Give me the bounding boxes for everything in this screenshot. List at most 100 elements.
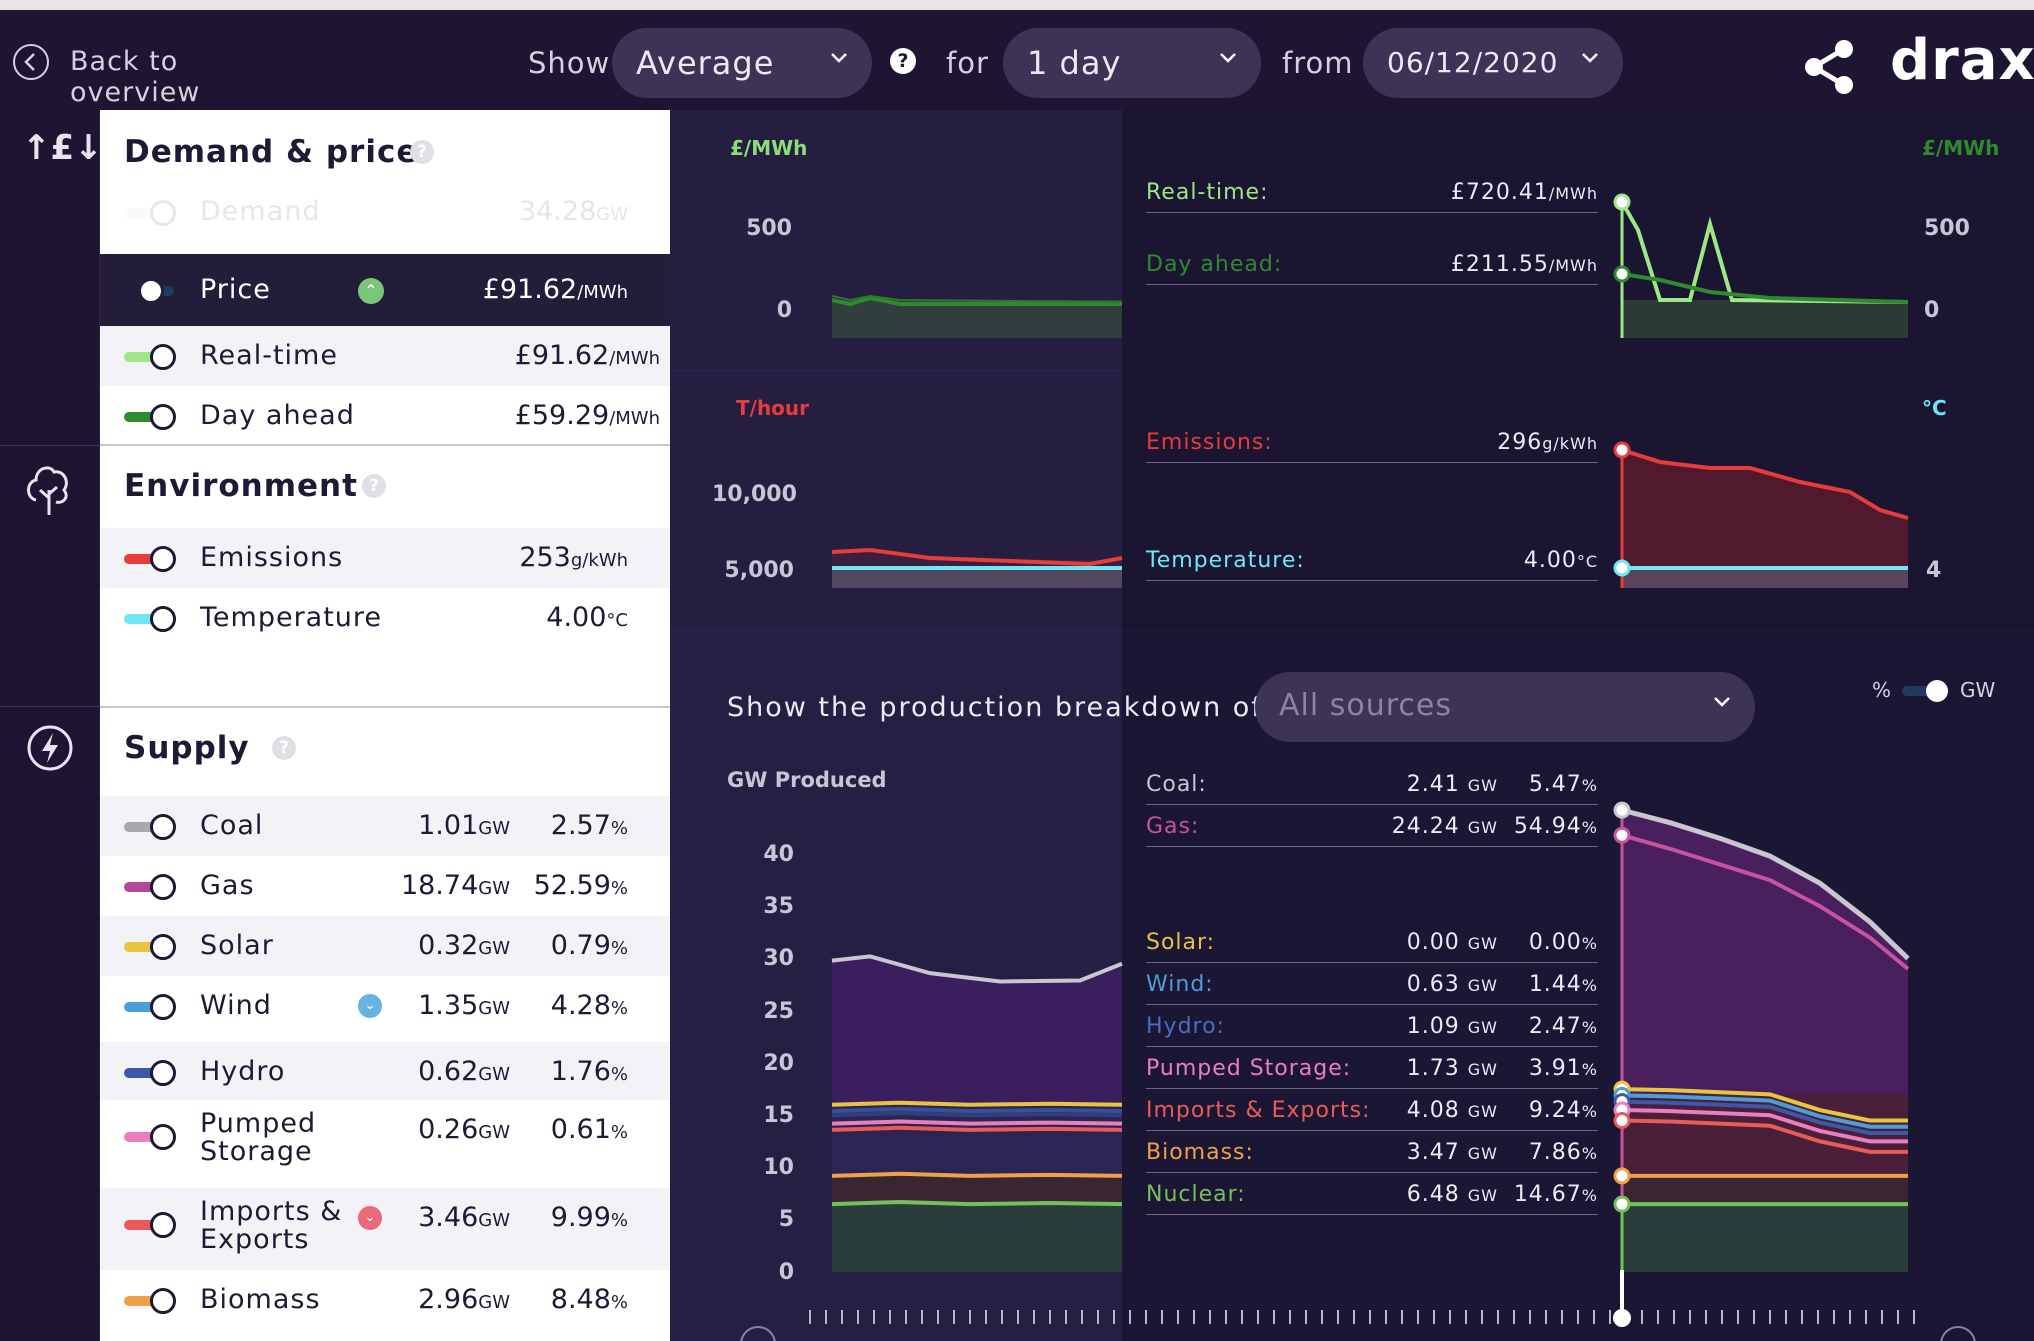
temperature-unit: °C [606,610,628,631]
environment-section-title: Environment [124,468,358,504]
source-select-value: All sources [1279,688,1452,723]
supply-toggle[interactable] [124,814,176,840]
supply-pct-unit: % [610,938,628,959]
price-tooltip-unit: /MWh [1548,256,1598,275]
demand-toggle[interactable] [124,200,176,226]
env-tooltip-label: Temperature: [1146,548,1305,573]
charts-svg[interactable] [670,110,2034,1341]
supply-row-solar[interactable]: Solar 0.32GW 0.79% [100,916,670,976]
supply-gw: 3.46 [418,1202,479,1233]
price-row[interactable]: Price ⌃ £91.62/MWh [100,254,670,326]
temp-area-right [1622,568,1908,588]
prod-tooltip-pct: 2.47 [1528,1014,1582,1039]
prod-tooltip-pct-unit: % [1581,1144,1598,1163]
supply-gw: 0.62 [418,1056,479,1087]
dayahead-row[interactable]: Day ahead £59.29/MWh [100,386,670,446]
show-select[interactable]: Average [612,28,872,98]
supply-section-title: Supply [124,730,250,766]
source-select[interactable]: All sources [1255,672,1755,742]
supply-toggle[interactable] [124,1288,176,1314]
env-tooltip-label: Emissions: [1146,430,1273,455]
share-icon[interactable] [1802,38,1856,96]
emissions-toggle[interactable] [124,546,176,572]
supply-toggle[interactable] [124,934,176,960]
breakdown-label: Show the production breakdown of [727,692,1263,723]
prod-tooltip-label: Coal: [1146,772,1207,797]
lightning-icon[interactable] [26,724,74,772]
help-icon[interactable]: ? [890,48,916,74]
price-tooltip-value: £720.41 [1450,180,1549,205]
emissions-hover-dot [1613,441,1631,459]
supply-toggle[interactable] [124,874,176,900]
date-select-value: 06/12/2020 [1387,46,1559,79]
gas-area-left [832,956,1122,1105]
back-label: Back to overview [70,46,201,108]
supply-gw: 2.96 [418,1284,479,1315]
nuclear-area-left [832,1204,1122,1272]
supply-row-coal[interactable]: Coal 1.01GW 2.57% [100,796,670,856]
price-tick-0: 0 [776,298,792,323]
demand-row[interactable]: Demand 34.28GW [100,178,670,246]
env-tooltip-unit: g/kWh [1542,434,1598,453]
wind-trend-down-icon: ⌄ [358,994,382,1018]
supply-gw-unit: GW [478,1122,510,1143]
supply-row-wind[interactable]: Wind ⌄ 1.35GW 4.28% [100,976,670,1042]
imports-line-right [1621,1118,1908,1154]
supply-gw-unit: GW [478,818,510,839]
supply-label: Solar [200,930,274,961]
supply-row-hydro[interactable]: Hydro 0.62GW 1.76% [100,1042,670,1100]
chevron-down-icon [831,53,847,63]
demand-help-icon[interactable]: ? [410,140,434,164]
production-tick: 5 [778,1207,794,1233]
emissions-value: 253 [519,542,571,573]
prod-tooltip-gw: 2.41 [1406,772,1460,797]
prod-tooltip-label: Pumped Storage: [1146,1056,1352,1081]
realtime-toggle[interactable] [124,344,176,370]
prod-tooltip-gw-unit: GW [1467,818,1498,837]
env-left-unit: T/hour [736,396,810,420]
solar-line-left [831,1100,1123,1107]
coal-line-right [1621,807,1910,961]
supply-row-pumped-storage[interactable]: Pumped Storage 0.26GW 0.61% [100,1100,670,1188]
prod-hover-dot [1613,801,1631,819]
supply-label-line1: Imports & [200,1196,343,1227]
supply-pct: 9.99 [550,1202,611,1233]
supply-pct: 4.28 [550,990,611,1021]
environment-help-icon[interactable]: ? [362,474,386,498]
supply-row-imports-exports[interactable]: Imports & Exports ⌄ 3.46GW 9.99% [100,1188,670,1270]
supply-toggle[interactable] [124,1060,176,1086]
supply-toggle[interactable] [124,994,176,1020]
date-select[interactable]: 06/12/2020 [1363,28,1623,98]
prod-tooltip-label: Nuclear: [1146,1182,1246,1207]
emissions-row[interactable]: Emissions 253g/kWh [100,528,670,588]
supply-help-icon[interactable]: ? [272,736,296,760]
price-tooltip-unit: /MWh [1548,184,1598,203]
prod-tooltip-pct: 0.00 [1528,930,1582,955]
tree-icon[interactable] [24,460,74,520]
temperature-toggle[interactable] [124,606,176,632]
supply-toggle[interactable] [124,1124,176,1150]
back-to-overview-link[interactable]: Back to overview [12,40,312,108]
dayahead-toggle[interactable] [124,404,176,430]
supply-row-gas[interactable]: Gas 18.74GW 52.59% [100,856,670,916]
price-tooltip-value: £211.55 [1450,252,1549,277]
dayahead-hover-dot [1613,265,1631,283]
price-toggle[interactable] [124,278,176,304]
period-select[interactable]: 1 day [1003,28,1261,98]
supply-label: Coal [200,810,264,841]
supply-row-biomass[interactable]: Biomass 2.96GW 8.48% [100,1270,670,1330]
temperature-row[interactable]: Temperature 4.00°C [100,588,670,648]
show-label: Show [528,46,611,80]
price-tooltip-label: Real-time: [1146,180,1269,205]
emissions-area-right [1622,450,1908,588]
collapse-up-icon[interactable]: ⌃ [358,278,384,304]
price-value: £91.62 [482,274,578,305]
prod-tooltip-row: Imports & Exports: 4.08 GW 9.24% [1146,1098,1598,1128]
unit-toggle[interactable] [1902,680,1950,702]
supply-pct-unit: % [610,1210,628,1231]
price-section-icon[interactable]: ↑£↓ [22,128,103,168]
imports-line-left [831,1125,1123,1132]
back-arrow-icon [13,44,49,80]
supply-toggle[interactable] [124,1212,176,1238]
realtime-row[interactable]: Real-time £91.62/MWh [100,326,670,386]
